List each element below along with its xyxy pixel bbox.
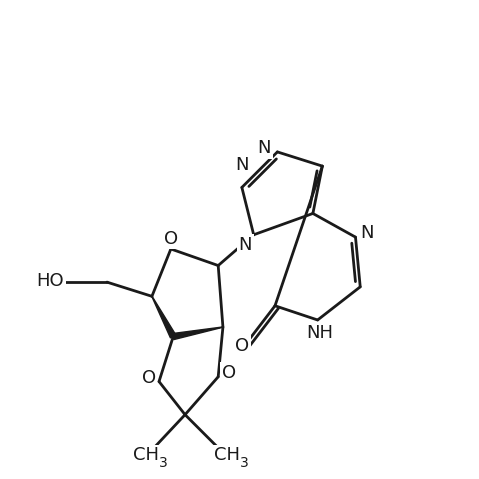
Text: 3: 3 bbox=[240, 456, 249, 470]
Text: NH: NH bbox=[307, 324, 333, 342]
Text: N: N bbox=[239, 236, 252, 254]
Text: O: O bbox=[235, 337, 249, 355]
Text: O: O bbox=[164, 229, 178, 248]
Text: N: N bbox=[235, 156, 249, 174]
Text: HO: HO bbox=[36, 272, 64, 290]
Text: CH: CH bbox=[133, 446, 159, 465]
Polygon shape bbox=[172, 327, 223, 340]
Text: 3: 3 bbox=[160, 456, 168, 470]
Text: N: N bbox=[361, 224, 374, 242]
Polygon shape bbox=[152, 296, 176, 338]
Text: O: O bbox=[222, 364, 236, 382]
Text: N: N bbox=[257, 139, 271, 157]
Text: O: O bbox=[141, 369, 156, 387]
Text: CH: CH bbox=[214, 446, 240, 465]
